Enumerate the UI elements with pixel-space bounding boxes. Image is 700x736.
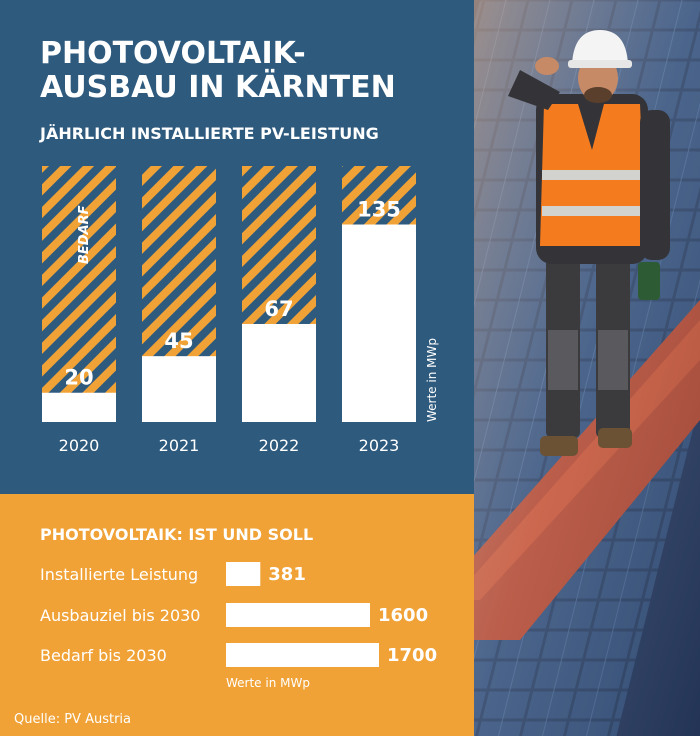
installed-bar <box>342 224 416 422</box>
hbar-value-label: 1600 <box>378 605 428 626</box>
bar-value-label: 135 <box>357 198 401 222</box>
bar-value-label: 45 <box>164 329 193 353</box>
page-title-line2: AUSBAU IN KÄRNTEN <box>40 69 396 105</box>
bar-chart-title: JÄHRLICH INSTALLIERTE PV-LEISTUNG <box>39 124 379 143</box>
x-tick-label: 2023 <box>359 436 400 455</box>
bedarf-bar <box>42 166 116 422</box>
hbar <box>226 562 261 586</box>
x-tick-label: 2020 <box>59 436 100 455</box>
unit-note-vertical: Werte in MWp <box>425 338 439 422</box>
installed-bar <box>142 356 216 422</box>
hbar-value-label: 381 <box>268 564 306 585</box>
source-note: Quelle: PV Austria <box>14 712 131 727</box>
worker-figure <box>508 30 670 456</box>
page-title-line1: PHOTOVOLTAIK- <box>40 36 306 71</box>
hbar-value-label: 1700 <box>387 645 437 666</box>
hbar-category-label: Ausbauziel bis 2030 <box>40 606 200 625</box>
hbar <box>226 643 379 667</box>
installed-bar <box>42 392 116 422</box>
hbar-category-label: Installierte Leistung <box>40 565 198 584</box>
unit-note-horizontal: Werte in MWp <box>226 676 310 690</box>
hbar-category-label: Bedarf bis 2030 <box>40 646 167 665</box>
hbar <box>226 603 370 627</box>
bar-value-label: 20 <box>64 366 93 390</box>
hbar-chart-title: PHOTOVOLTAIK: IST UND SOLL <box>40 525 313 544</box>
target-bar-chart: Installierte Leistung 381 Ausbauziel bis 2… <box>40 562 437 667</box>
x-tick-label: 2022 <box>259 436 300 455</box>
bedarf-label: BEDARF <box>77 205 92 264</box>
bar-value-label: 67 <box>264 297 293 321</box>
installed-bar <box>242 323 316 422</box>
x-tick-label: 2021 <box>159 436 200 455</box>
